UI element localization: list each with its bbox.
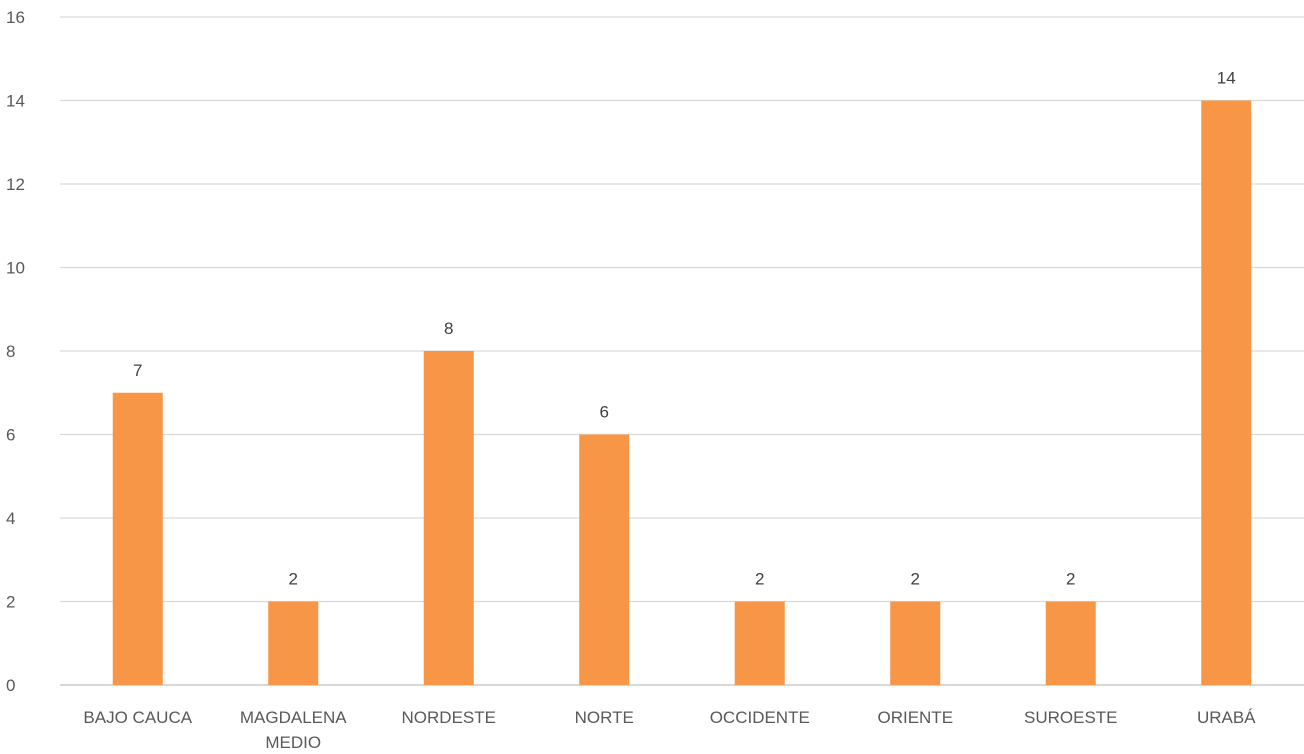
data-label: 6 xyxy=(600,403,609,422)
y-tick-label: 4 xyxy=(6,509,15,528)
data-label: 14 xyxy=(1217,69,1236,88)
y-axis-ticks: 0 2 4 6 8 10 12 14 16 xyxy=(6,8,25,695)
x-category-label: NORDESTE xyxy=(402,708,496,727)
bars xyxy=(112,100,1252,685)
bar xyxy=(734,601,785,685)
y-tick-label: 2 xyxy=(6,593,15,612)
bar xyxy=(1045,601,1096,685)
bar xyxy=(890,601,941,685)
x-category-label: OCCIDENTE xyxy=(710,708,810,727)
x-category-label: MAGDALENA xyxy=(240,708,347,727)
y-tick-label: 8 xyxy=(6,342,15,361)
bar xyxy=(268,601,319,685)
x-category-label: NORTE xyxy=(575,708,634,727)
data-label: 2 xyxy=(911,570,920,589)
x-axis-categories: BAJO CAUCA MAGDALENA MEDIO NORDESTE NORTE OCC… xyxy=(83,708,1256,752)
data-labels: 7 2 8 6 2 2 2 14 xyxy=(133,69,1236,589)
gridlines xyxy=(60,16,1304,686)
y-tick-label: 16 xyxy=(6,8,25,27)
x-category-label: MEDIO xyxy=(265,733,321,752)
bar xyxy=(423,351,474,685)
x-category-label: BAJO CAUCA xyxy=(83,708,192,727)
y-tick-label: 12 xyxy=(6,175,25,194)
data-label: 2 xyxy=(1066,570,1075,589)
bar xyxy=(112,392,163,685)
bar xyxy=(1201,100,1252,685)
y-tick-label: 14 xyxy=(6,92,25,111)
x-category-label: URABÁ xyxy=(1197,708,1256,727)
y-tick-label: 10 xyxy=(6,259,25,278)
bar xyxy=(579,434,630,685)
y-tick-label: 0 xyxy=(6,676,15,695)
data-label: 2 xyxy=(755,570,764,589)
data-label: 8 xyxy=(444,319,453,338)
x-category-label: SUROESTE xyxy=(1024,708,1118,727)
x-category-label: ORIENTE xyxy=(877,708,953,727)
y-tick-label: 6 xyxy=(6,426,15,445)
data-label: 2 xyxy=(289,570,298,589)
data-label: 7 xyxy=(133,361,142,380)
